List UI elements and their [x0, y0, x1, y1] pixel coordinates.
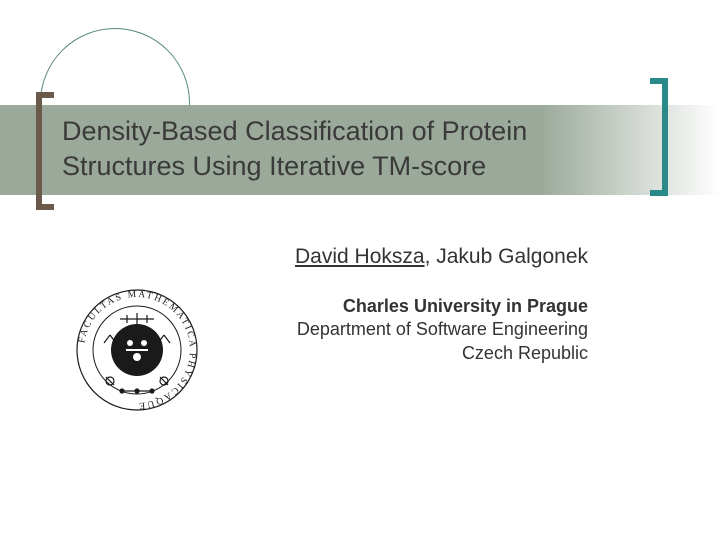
authors-block: David Hoksza, Jakub Galgonek Charles Uni… — [188, 245, 588, 365]
slide-title: Density-Based Classification of Protein … — [62, 114, 622, 184]
bracket-left — [36, 92, 54, 210]
bracket-right — [650, 78, 668, 196]
department: Department of Software Engineering — [188, 318, 588, 341]
primary-author: David Hoksza — [295, 245, 425, 268]
country: Czech Republic — [188, 342, 588, 365]
affiliation-block: Charles University in Prague Department … — [188, 295, 588, 365]
institution: Charles University in Prague — [188, 295, 588, 318]
university-seal-icon: FACULTAS MATHEMATICA PHYSICAQUE — [62, 275, 212, 425]
secondary-author: , Jakub Galgonek — [425, 245, 588, 268]
authors-line: David Hoksza, Jakub Galgonek — [188, 245, 588, 269]
